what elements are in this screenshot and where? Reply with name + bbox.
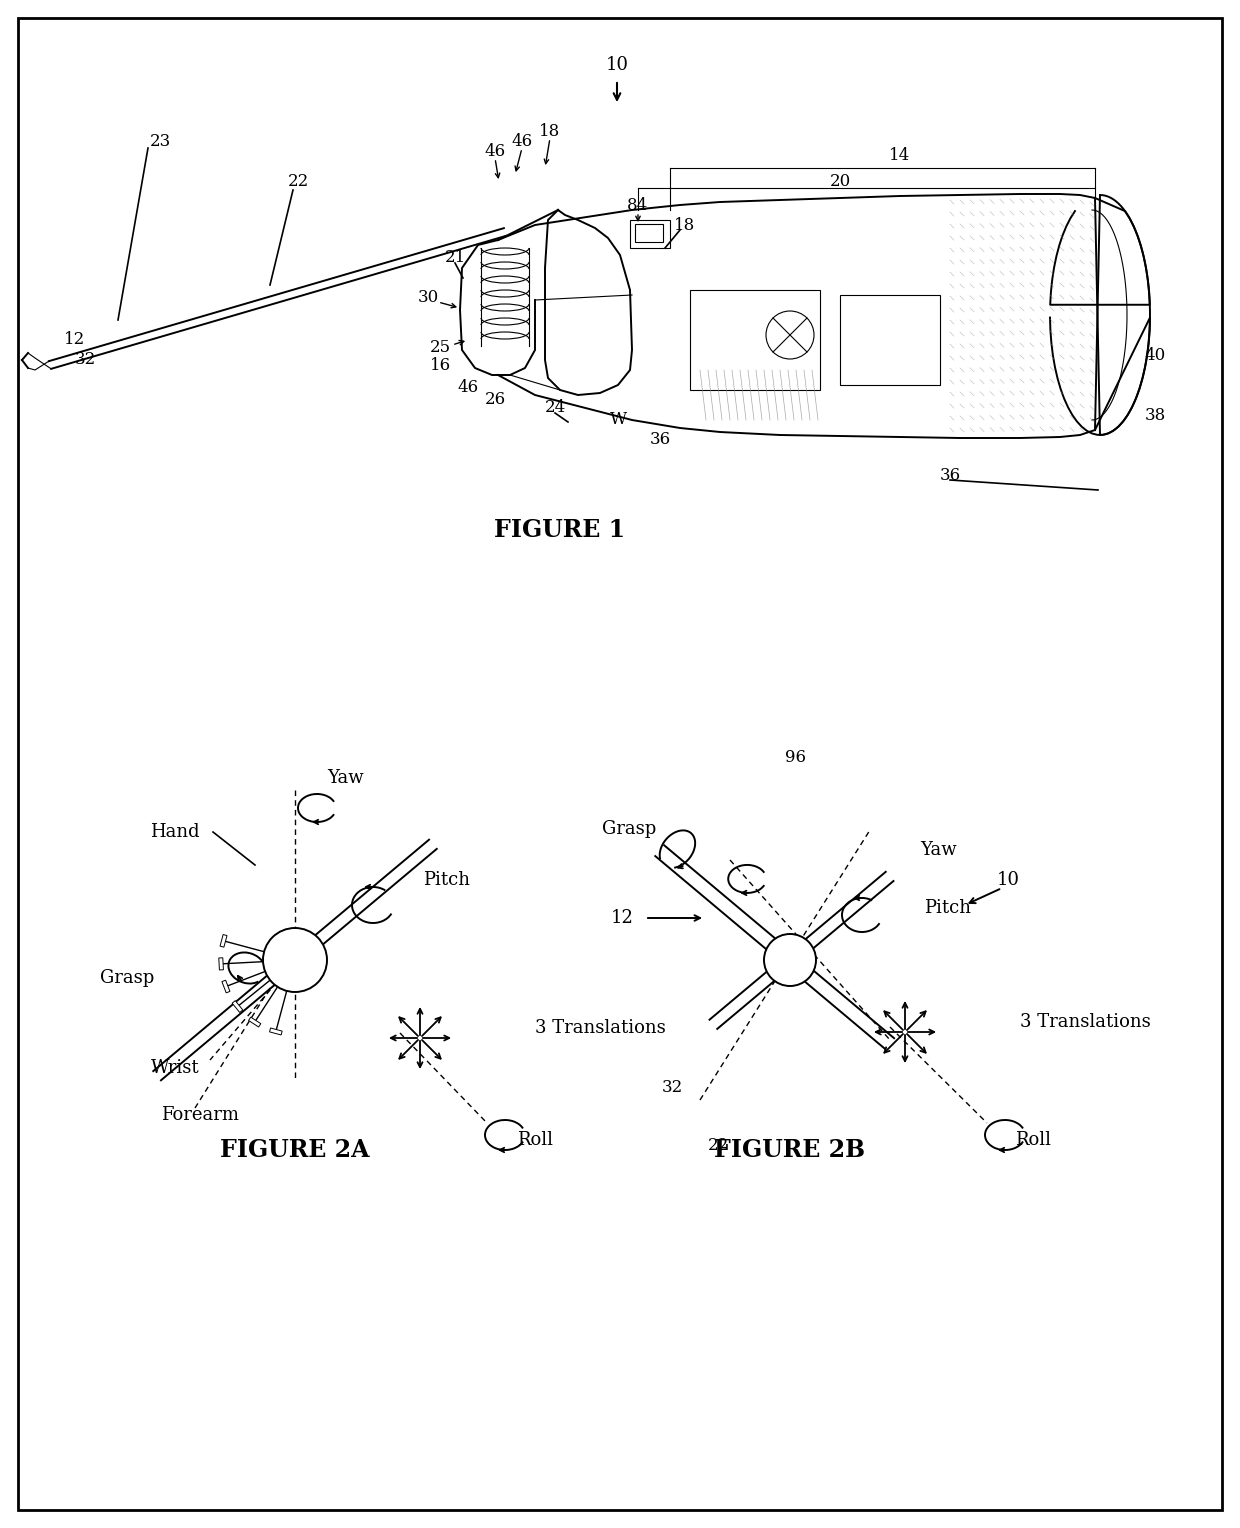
Text: W: W (609, 411, 626, 428)
Text: 36: 36 (650, 431, 671, 449)
Circle shape (263, 927, 327, 992)
Text: 96: 96 (785, 750, 806, 767)
Text: 18: 18 (539, 124, 560, 141)
Text: 20: 20 (830, 174, 851, 191)
Text: Pitch: Pitch (925, 898, 971, 917)
Text: 32: 32 (74, 351, 95, 368)
Text: 40: 40 (1145, 347, 1166, 364)
Text: 18: 18 (675, 217, 696, 234)
Circle shape (764, 934, 816, 986)
Polygon shape (218, 958, 223, 970)
Text: 26: 26 (485, 391, 506, 408)
Text: 30: 30 (418, 289, 439, 307)
Text: Wrist: Wrist (151, 1059, 200, 1077)
Text: FIGURE 1: FIGURE 1 (495, 518, 625, 542)
Text: Grasp: Grasp (603, 821, 656, 839)
Text: 12: 12 (64, 332, 86, 348)
Text: 12: 12 (610, 909, 634, 927)
Text: Forearm: Forearm (161, 1106, 239, 1125)
Text: 14: 14 (889, 147, 910, 163)
Text: 36: 36 (940, 466, 961, 483)
Text: 3 Translations: 3 Translations (534, 1019, 666, 1038)
Text: 22: 22 (288, 174, 309, 191)
Text: 10: 10 (997, 871, 1019, 889)
Text: 46: 46 (511, 133, 532, 150)
Bar (635, 225, 663, 241)
Text: 84: 84 (627, 197, 649, 214)
Text: 25: 25 (429, 339, 450, 356)
Text: 16: 16 (429, 356, 450, 373)
Polygon shape (222, 979, 229, 993)
Text: FIGURE 2A: FIGURE 2A (221, 1138, 370, 1161)
Text: Pitch: Pitch (424, 871, 470, 889)
Text: 46: 46 (485, 144, 506, 160)
Text: Hand: Hand (150, 824, 200, 840)
Polygon shape (248, 1018, 260, 1027)
Text: Yaw: Yaw (326, 769, 363, 787)
Bar (630, 220, 670, 248)
Text: FIGURE 2B: FIGURE 2B (714, 1138, 866, 1161)
Circle shape (766, 312, 813, 359)
Text: Roll: Roll (517, 1131, 553, 1149)
Text: 23: 23 (149, 133, 171, 150)
Text: 21: 21 (444, 249, 466, 266)
Text: Grasp: Grasp (100, 969, 154, 987)
Polygon shape (219, 935, 227, 947)
Text: 24: 24 (544, 399, 565, 417)
Text: 46: 46 (458, 379, 479, 396)
Text: 10: 10 (605, 57, 629, 73)
Text: Yaw: Yaw (920, 840, 956, 859)
Bar (689, 290, 820, 390)
Polygon shape (269, 1028, 283, 1034)
Text: 3 Translations: 3 Translations (1021, 1013, 1151, 1031)
Bar (839, 295, 940, 385)
Text: 32: 32 (661, 1079, 683, 1097)
Text: Roll: Roll (1016, 1131, 1052, 1149)
Polygon shape (232, 1001, 243, 1013)
Text: 38: 38 (1145, 406, 1166, 423)
Text: 22: 22 (707, 1137, 729, 1154)
